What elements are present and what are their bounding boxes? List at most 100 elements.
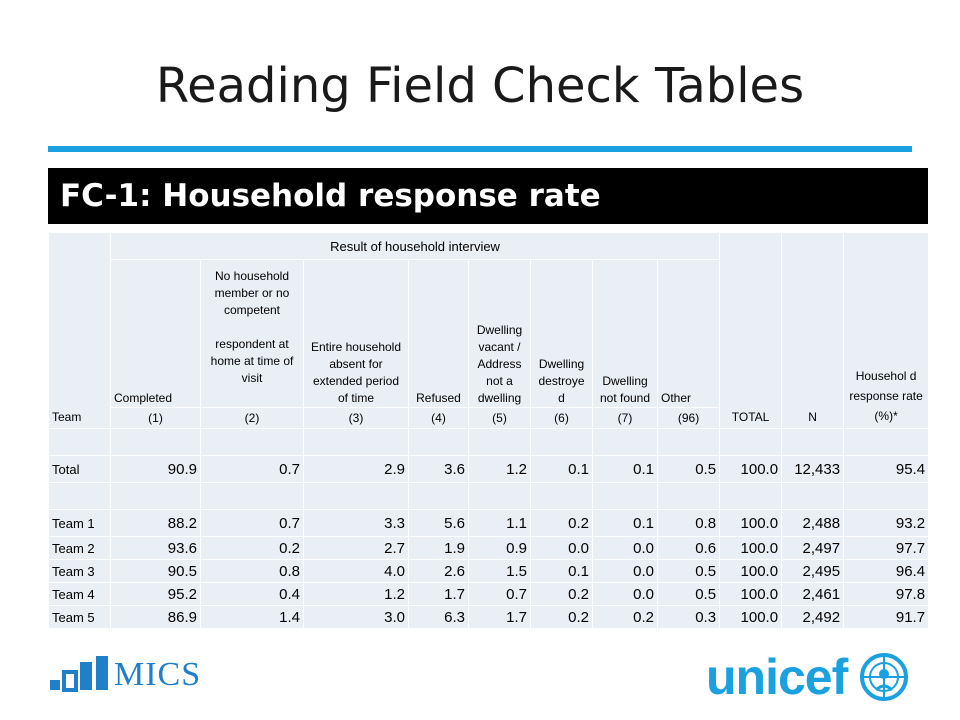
no-member-column-header: No household member or no competent resp…	[200, 259, 304, 408]
code-cell: (4)	[408, 407, 469, 429]
absent-column-header: Entire household absent for extended per…	[303, 259, 409, 408]
table-cell: 0.6	[656, 536, 721, 560]
table-cell: 2.6	[408, 559, 469, 583]
table-cell: 3.3	[303, 509, 409, 537]
table-cell: 0.2	[530, 582, 593, 606]
row-label: Team 1	[48, 509, 111, 537]
table-cell: 88.2	[110, 509, 201, 537]
table-cell: 0.2	[530, 509, 593, 537]
completed-column-header: Completed	[110, 259, 201, 408]
vacant-column-header: Dwelling vacant / Address not a dwelling	[468, 259, 531, 408]
mics-bars-icon	[50, 656, 108, 692]
table-cell: 2.9	[303, 455, 409, 483]
table-row: Team 2 93.6 0.2 2.7 1.9 0.9 0.0 0.0 0.6 …	[48, 536, 930, 560]
unicef-emblem-icon	[860, 653, 908, 701]
team-column-header: Team	[48, 232, 111, 429]
table-cell: 97.8	[843, 582, 930, 606]
table-cell: 100.0	[719, 605, 783, 629]
code-cell: (5)	[468, 407, 531, 429]
table-cell: 100.0	[719, 582, 783, 606]
table-cell: 91.7	[843, 605, 930, 629]
code-cell: (96)	[656, 407, 721, 429]
table-cell: 90.5	[110, 559, 201, 583]
table-cell: 86.9	[110, 605, 201, 629]
table-cell: 0.8	[200, 559, 304, 583]
table-cell: 95.4	[843, 455, 930, 483]
table-cell: 4.0	[303, 559, 409, 583]
table-cell: 100.0	[719, 536, 783, 560]
table-cell: 90.9	[110, 455, 201, 483]
section-banner: FC-1: Household response rate	[48, 168, 928, 224]
row-label: Team 4	[48, 582, 111, 606]
table-cell: 3.0	[303, 605, 409, 629]
table-cell: 0.5	[656, 455, 721, 483]
table-cell: 100.0	[719, 559, 783, 583]
table-cell: 0.1	[530, 559, 593, 583]
table-cell: 2.7	[303, 536, 409, 560]
not-found-column-header: Dwelling not found	[592, 259, 658, 408]
table-cell: 2,488	[781, 509, 845, 537]
table-cell: 100.0	[719, 509, 783, 537]
table-row: Team 4 95.2 0.4 1.2 1.7 0.7 0.2 0.0 0.5 …	[48, 582, 930, 606]
response-rate-table: Team Result of household interview TOTAL…	[48, 232, 930, 629]
refused-column-header: Refused	[408, 259, 469, 408]
response-rate-column-header: Househol d response rate (%)*	[843, 232, 930, 429]
table-cell: 1.5	[468, 559, 531, 583]
table-cell: 6.3	[408, 605, 469, 629]
unicef-logo-text: unicef	[706, 649, 848, 705]
table-cell: 0.9	[468, 536, 531, 560]
table-cell: 0.0	[592, 582, 658, 606]
table-cell: 0.5	[656, 559, 721, 583]
table-cell: 0.1	[592, 509, 658, 537]
table-cell: 96.4	[843, 559, 930, 583]
table-cell: 1.2	[468, 455, 531, 483]
table-cell: 2,495	[781, 559, 845, 583]
table-cell: 3.6	[408, 455, 469, 483]
table-cell: 0.0	[592, 559, 658, 583]
total-column-header: TOTAL	[719, 232, 783, 429]
table-cell: 12,433	[781, 455, 845, 483]
table-cell: 1.1	[468, 509, 531, 537]
no-member-header-part2: respondent at home at time of visit	[210, 337, 294, 385]
table-cell: 0.8	[656, 509, 721, 537]
table-cell: 2,497	[781, 536, 845, 560]
table-cell: 95.2	[110, 582, 201, 606]
n-column-header: N	[781, 232, 845, 429]
no-member-header-part1: No household member or no competent	[214, 269, 290, 317]
mics-logo-text: MICS	[114, 656, 202, 693]
unicef-logo: unicef	[706, 648, 920, 705]
table-cell: 0.1	[530, 455, 593, 483]
table-cell: 93.6	[110, 536, 201, 560]
banner-title: FC-1: Household response rate	[60, 178, 601, 214]
table-row: Team 5 86.9 1.4 3.0 6.3 1.7 0.2 0.2 0.3 …	[48, 605, 930, 629]
mics-logo: MICS	[48, 654, 228, 694]
row-label: Total	[48, 455, 111, 483]
other-column-header: Other	[656, 259, 721, 408]
table-cell: 93.2	[843, 509, 930, 537]
code-cell: (1)	[110, 407, 201, 429]
table-row: Team 1 88.2 0.7 3.3 5.6 1.1 0.2 0.1 0.8 …	[48, 509, 930, 537]
table-cell: 97.7	[843, 536, 930, 560]
table-cell: 1.7	[408, 582, 469, 606]
table-cell: 0.2	[592, 605, 658, 629]
table-cell: 5.6	[408, 509, 469, 537]
code-cell: (7)	[592, 407, 658, 429]
table-cell: 0.2	[530, 605, 593, 629]
table-cell: 0.7	[200, 509, 304, 537]
table-cell: 0.1	[592, 455, 658, 483]
title-divider	[48, 146, 912, 152]
table-cell: 1.7	[468, 605, 531, 629]
table-cell: 1.4	[200, 605, 304, 629]
row-label: Team 2	[48, 536, 111, 560]
table-cell: 0.5	[656, 582, 721, 606]
table-cell: 2,461	[781, 582, 845, 606]
destroyed-column-header: Dwelling destroye d	[530, 259, 593, 408]
table-row: Team 3 90.5 0.8 4.0 2.6 1.5 0.1 0.0 0.5 …	[48, 559, 930, 583]
code-cell: (6)	[530, 407, 593, 429]
table-cell: 0.7	[200, 455, 304, 483]
table-cell: 0.0	[592, 536, 658, 560]
row-label: Team 3	[48, 559, 111, 583]
total-row: Total 90.9 0.7 2.9 3.6 1.2 0.1 0.1 0.5 1…	[48, 455, 930, 483]
row-label: Team 5	[48, 605, 111, 629]
group-header: Result of household interview	[109, 232, 721, 260]
